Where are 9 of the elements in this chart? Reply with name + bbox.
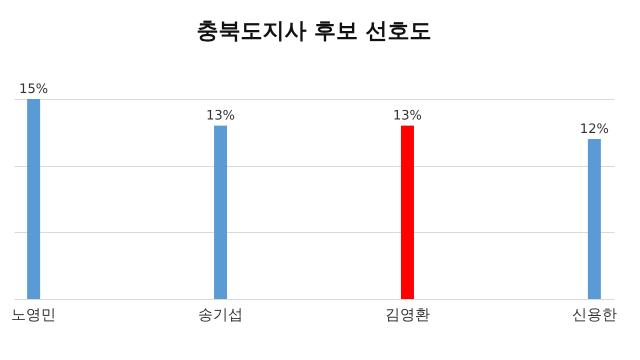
x-tick-label: 신용한 <box>572 306 617 324</box>
x-tick-label: 송기섭 <box>198 306 244 324</box>
data-label: 12% <box>580 122 609 137</box>
chart-title: 충북도지사 후보 선호도 <box>196 19 432 44</box>
data-label: 13% <box>206 108 235 124</box>
x-tick-label: 김영환 <box>384 306 430 324</box>
data-label: 13% <box>393 108 422 124</box>
x-tick-label: 노영민 <box>11 306 56 324</box>
data-label: 15% <box>19 82 48 97</box>
